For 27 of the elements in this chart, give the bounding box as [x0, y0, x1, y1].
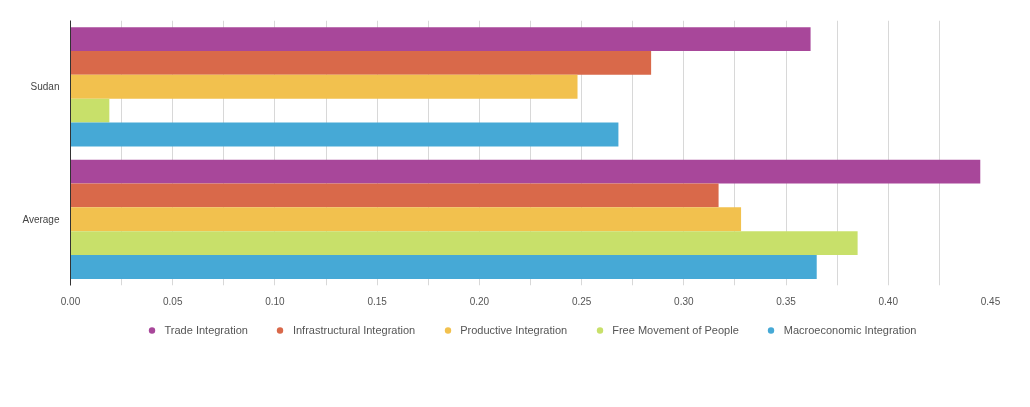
x-tick-label: 0.05: [162, 295, 183, 307]
legend-label: Trade Integration: [164, 323, 248, 336]
x-tick-label: 0.25: [571, 295, 592, 307]
bar: [70, 122, 619, 147]
bar: [70, 207, 742, 232]
x-tick-label: 0.40: [878, 295, 899, 307]
bar: [70, 231, 858, 256]
legend-label: Macroeconomic Integration: [783, 323, 917, 336]
x-tick-label: 0.30: [674, 295, 694, 307]
bar: [70, 98, 110, 123]
y-tick-label: Average: [22, 213, 60, 225]
bar: [70, 183, 719, 208]
x-tick-label: 0.35: [776, 295, 797, 307]
x-tick-label: 0.45: [980, 295, 1001, 307]
x-tick-label: 0.00: [60, 295, 81, 307]
bar: [70, 255, 817, 279]
legend-label: Infrastructural Integration: [292, 323, 416, 336]
bar: [70, 27, 811, 51]
x-tick-label: 0.15: [367, 295, 388, 307]
bar: [70, 74, 578, 99]
legend-label: Free Movement of People: [612, 323, 739, 336]
legend-label: Productive Integration: [460, 323, 568, 336]
y-tick-label: Sudan: [30, 81, 60, 93]
bar: [70, 159, 981, 184]
x-tick-label: 0.10: [265, 295, 286, 307]
bar: [70, 50, 652, 75]
x-tick-label: 0.20: [469, 295, 490, 307]
